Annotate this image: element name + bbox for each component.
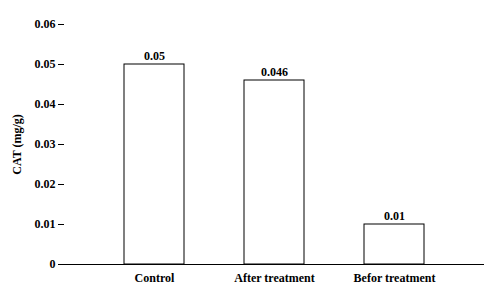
svg-text:0.05: 0.05 xyxy=(144,49,165,63)
svg-text:CAT (mg/g): CAT (mg/g) xyxy=(10,114,24,175)
svg-text:0.06: 0.06 xyxy=(35,17,56,31)
svg-text:After treatment: After treatment xyxy=(234,271,315,285)
svg-text:0.03: 0.03 xyxy=(35,137,56,151)
svg-text:0.01: 0.01 xyxy=(384,209,405,223)
svg-text:0: 0 xyxy=(50,257,56,271)
svg-text:Befor treatment: Befor treatment xyxy=(354,271,436,285)
svg-text:Control: Control xyxy=(135,271,175,285)
svg-text:0.05: 0.05 xyxy=(35,57,56,71)
svg-text:0.04: 0.04 xyxy=(35,97,56,111)
svg-text:0.01: 0.01 xyxy=(35,217,56,231)
svg-text:0.046: 0.046 xyxy=(261,65,288,79)
svg-text:0.02: 0.02 xyxy=(35,177,56,191)
